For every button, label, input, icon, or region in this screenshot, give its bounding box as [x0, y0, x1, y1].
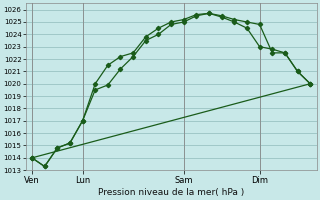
X-axis label: Pression niveau de la mer( hPa ): Pression niveau de la mer( hPa )	[98, 188, 244, 197]
